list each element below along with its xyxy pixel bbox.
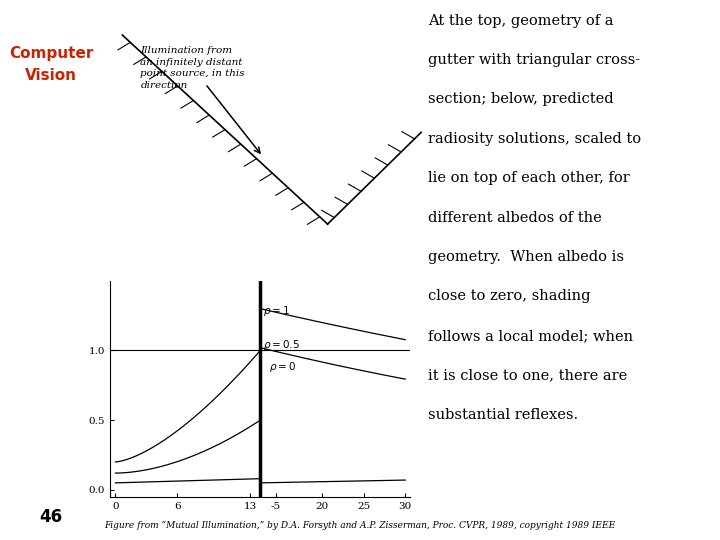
Text: follows a local model; when: follows a local model; when — [428, 329, 634, 343]
Text: $\rho=0$: $\rho=0$ — [269, 360, 296, 374]
Text: section; below, predicted: section; below, predicted — [428, 92, 614, 106]
Text: 46: 46 — [40, 509, 63, 526]
Text: different albedos of the: different albedos of the — [428, 211, 602, 225]
Text: lie on top of each other, for: lie on top of each other, for — [428, 171, 630, 185]
Text: close to zero, shading: close to zero, shading — [428, 289, 591, 303]
Text: Vision: Vision — [25, 68, 77, 83]
Text: substantial reflexes.: substantial reflexes. — [428, 408, 579, 422]
Text: Computer: Computer — [9, 46, 94, 61]
Text: it is close to one, there are: it is close to one, there are — [428, 368, 628, 382]
Text: At the top, geometry of a: At the top, geometry of a — [428, 14, 614, 28]
Text: Illumination from
an infinitely distant
point source, in this
direction: Illumination from an infinitely distant … — [140, 46, 245, 90]
Text: gutter with triangular cross-: gutter with triangular cross- — [428, 53, 641, 67]
Text: $\rho=0.5$: $\rho=0.5$ — [264, 338, 300, 352]
Text: $\rho=1$: $\rho=1$ — [264, 305, 290, 319]
Text: radiosity solutions, scaled to: radiosity solutions, scaled to — [428, 132, 642, 146]
Text: geometry.  When albedo is: geometry. When albedo is — [428, 250, 624, 264]
Text: Figure from “Mutual Illumination,” by D.A. Forsyth and A.P. Zisserman, Proc. CVP: Figure from “Mutual Illumination,” by D.… — [104, 521, 616, 530]
